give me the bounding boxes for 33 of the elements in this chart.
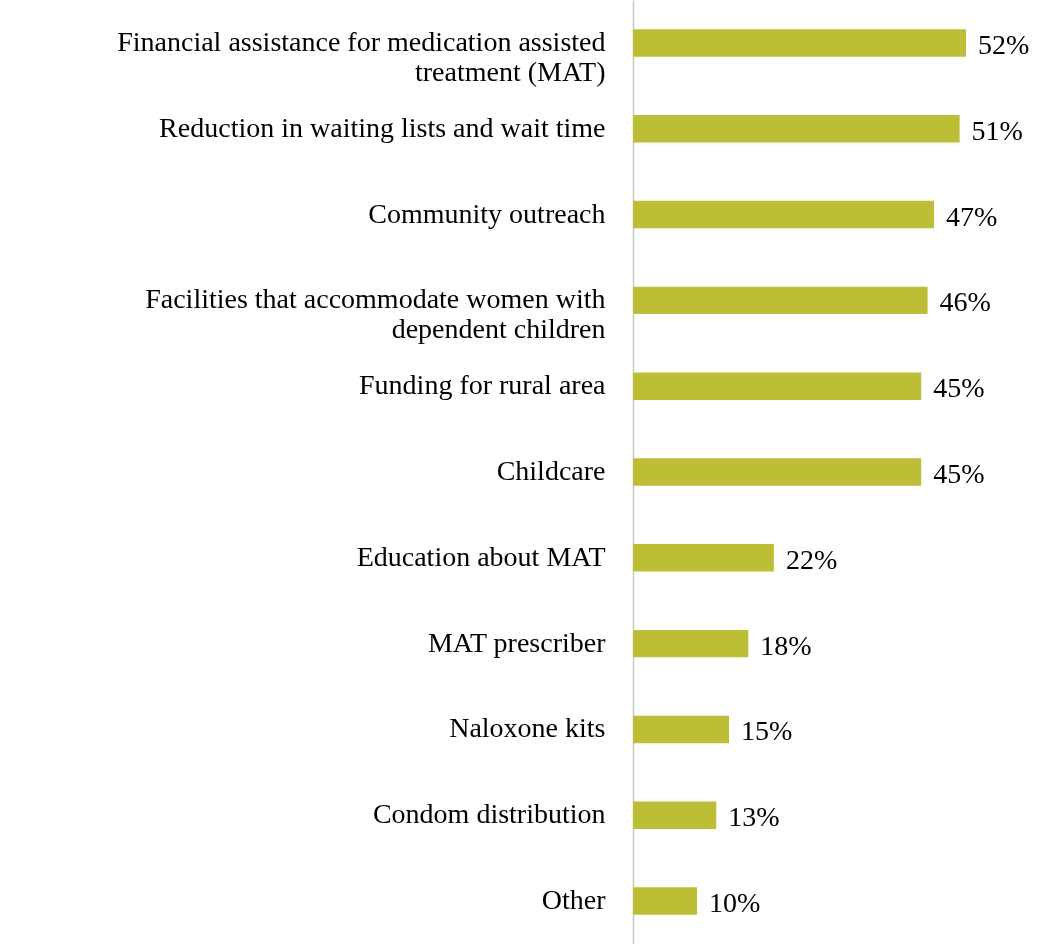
- y-tick-label: Childcare: [496, 455, 606, 486]
- data-label: 45%: [933, 372, 985, 404]
- data-label: 46%: [939, 286, 991, 318]
- bar: [633, 887, 698, 915]
- bar: [633, 286, 928, 315]
- data-label: 22%: [785, 543, 838, 575]
- bar: [633, 715, 730, 744]
- bar: [633, 544, 774, 572]
- data-label: 18%: [760, 629, 812, 661]
- data-label: 52%: [978, 28, 1030, 60]
- y-tick-label: Naloxone kits: [449, 712, 606, 744]
- y-tick-label: Education about MAT: [356, 540, 606, 572]
- y-tick-label: Condom distribution: [372, 798, 606, 830]
- bar: [633, 200, 934, 229]
- y-tick-label: Community outreach: [368, 197, 606, 229]
- data-label: 47%: [945, 200, 998, 232]
- bar: [633, 801, 717, 829]
- bar: [633, 29, 966, 57]
- y-tick-label: Funding for rural area: [359, 369, 607, 401]
- data-label: 45%: [933, 458, 985, 489]
- data-label: 13%: [728, 801, 780, 833]
- data-label: 15%: [741, 715, 793, 747]
- y-tick-label: Facilities that accommodate women with dependent children: [145, 283, 606, 345]
- y-tick-label: Other: [541, 884, 607, 916]
- y-tick-label: MAT prescriber: [427, 626, 607, 658]
- bar: [633, 629, 749, 658]
- y-tick-label: Reduction in waiting lists and wait time: [159, 111, 606, 143]
- bar: [633, 372, 922, 400]
- data-label: 10%: [709, 887, 761, 919]
- y-tick-label: Financial assistance for medication assisted treatment (MAT): [117, 25, 606, 87]
- data-label: 51%: [971, 114, 1023, 146]
- bar: [633, 115, 960, 143]
- bar: [633, 458, 922, 486]
